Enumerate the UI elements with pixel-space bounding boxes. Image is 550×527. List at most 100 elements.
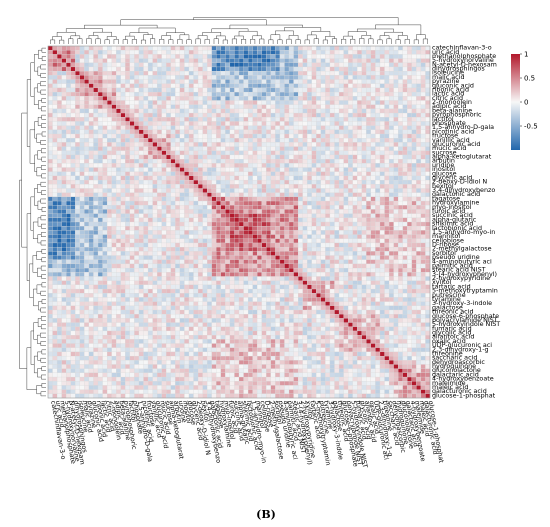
heatmap-cell xyxy=(61,209,67,214)
heatmap-cell xyxy=(166,226,171,231)
heatmap-cell xyxy=(293,217,299,223)
heatmap-cell xyxy=(56,171,62,177)
heatmap-cell xyxy=(402,179,408,185)
heatmap-cell xyxy=(202,175,208,181)
heatmap-cell xyxy=(56,108,62,114)
heatmap-cell xyxy=(357,45,362,51)
heatmap-cell xyxy=(257,188,262,193)
heatmap-cell xyxy=(338,188,344,193)
heatmap-cell xyxy=(193,259,199,265)
heatmap-cell xyxy=(361,196,367,202)
heatmap-cell xyxy=(366,117,372,122)
heatmap-cell xyxy=(307,179,312,185)
heatmap-cell xyxy=(129,179,135,185)
heatmap-cell xyxy=(329,133,335,139)
heatmap-cell xyxy=(252,280,258,286)
heatmap-cell xyxy=(202,104,208,110)
heatmap-cell xyxy=(425,226,431,231)
heatmap-cell xyxy=(379,133,385,139)
heatmap-cell xyxy=(202,196,208,202)
heatmap-cell xyxy=(375,121,381,126)
heatmap-cell xyxy=(207,142,212,147)
heatmap-cell xyxy=(134,280,140,286)
heatmap-cell xyxy=(379,96,385,101)
heatmap-cell xyxy=(220,167,226,172)
heatmap-cell xyxy=(257,179,262,185)
heatmap-cell xyxy=(234,175,240,181)
heatmap-cell xyxy=(297,87,303,93)
heatmap-cell xyxy=(134,167,140,172)
heatmap-cell xyxy=(311,66,317,72)
heatmap-cell xyxy=(311,133,317,139)
heatmap-cell xyxy=(316,192,322,198)
heatmap-cell xyxy=(184,125,190,130)
heatmap-cell xyxy=(288,66,294,72)
heatmap-cell xyxy=(311,259,317,265)
heatmap-cell xyxy=(111,230,117,235)
heatmap-cell xyxy=(75,129,81,135)
heatmap-cell xyxy=(311,154,317,160)
heatmap-cell xyxy=(348,91,353,97)
heatmap-cell xyxy=(402,66,408,72)
heatmap-cell xyxy=(216,154,221,160)
heatmap-cell xyxy=(279,267,285,273)
heatmap-cell xyxy=(293,62,299,68)
heatmap-cell xyxy=(138,54,144,59)
heatmap-cell xyxy=(66,150,71,156)
heatmap-cell xyxy=(329,138,335,143)
heatmap-cell xyxy=(307,87,312,93)
heatmap-cell xyxy=(229,117,235,122)
heatmap-cell xyxy=(275,217,281,223)
heatmap-cell xyxy=(293,54,299,59)
heatmap-cell xyxy=(125,200,131,206)
heatmap-cell xyxy=(211,54,217,59)
heatmap-cell xyxy=(420,209,426,214)
heatmap-cell xyxy=(288,272,294,277)
heatmap-cell xyxy=(175,138,181,143)
heatmap-cell xyxy=(184,167,190,172)
dendrogram-branch xyxy=(284,27,322,32)
heatmap-cell xyxy=(257,272,262,277)
heatmap-cell xyxy=(257,230,262,235)
heatmap-cell xyxy=(384,62,390,68)
heatmap-cell xyxy=(184,75,190,80)
heatmap-cell xyxy=(343,163,349,168)
heatmap-cell xyxy=(293,83,299,89)
heatmap-cell xyxy=(425,66,431,72)
heatmap-cell xyxy=(179,247,185,252)
heatmap-cell xyxy=(297,242,303,248)
heatmap-cell xyxy=(416,188,422,193)
heatmap-cell xyxy=(93,263,99,269)
heatmap-cell xyxy=(193,75,199,80)
dendrogram-branch xyxy=(41,366,46,372)
heatmap-cell xyxy=(79,54,85,59)
heatmap-cell xyxy=(116,230,121,235)
heatmap-cell xyxy=(229,247,235,252)
heatmap-cell xyxy=(407,226,412,231)
heatmap-cell xyxy=(211,184,217,189)
heatmap-cell xyxy=(179,163,185,168)
heatmap-cell xyxy=(370,217,376,223)
heatmap-cell xyxy=(311,146,317,151)
dendrogram-branch xyxy=(33,355,38,374)
heatmap-cell xyxy=(352,150,358,156)
heatmap-cell xyxy=(425,100,431,105)
heatmap-cell xyxy=(161,179,167,185)
heatmap-cell xyxy=(307,226,312,231)
heatmap-cell xyxy=(261,108,267,114)
heatmap-cell xyxy=(270,200,276,206)
dendrogram-branch xyxy=(30,330,35,365)
heatmap-cell xyxy=(257,238,262,244)
heatmap-cell xyxy=(202,108,208,114)
heatmap-cell xyxy=(402,54,408,59)
heatmap-cell xyxy=(284,280,290,286)
heatmap-cell xyxy=(416,205,422,210)
heatmap-cell xyxy=(175,179,181,185)
heatmap-cell xyxy=(211,50,217,55)
heatmap-cell xyxy=(225,104,231,110)
heatmap-cell xyxy=(361,221,367,227)
heatmap-cell xyxy=(357,108,362,114)
heatmap-cell xyxy=(56,196,62,202)
heatmap-cell xyxy=(302,129,308,135)
heatmap-cell xyxy=(402,247,408,252)
